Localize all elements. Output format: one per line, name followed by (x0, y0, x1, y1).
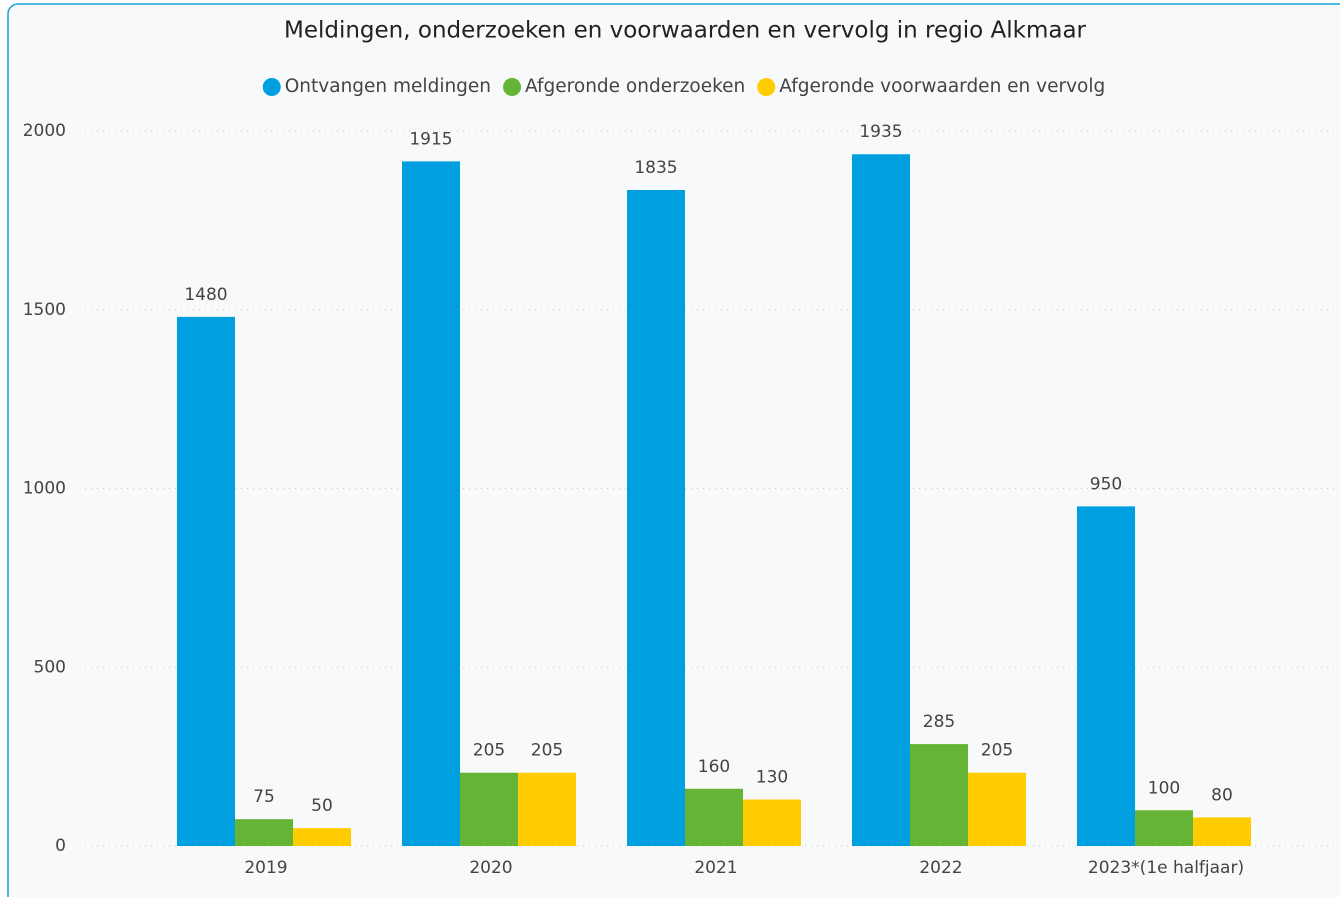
x-tick-label: 2021 (694, 858, 737, 878)
bar (177, 316, 235, 846)
bar (743, 799, 801, 846)
data-label: 950 (1090, 474, 1122, 494)
data-label: 160 (698, 757, 730, 777)
data-label: 50 (311, 796, 333, 816)
bar (460, 772, 518, 846)
data-label: 75 (253, 787, 275, 807)
legend-label: Afgeronde voorwaarden en vervolg (779, 76, 1105, 97)
data-label: 1480 (184, 285, 227, 305)
legend-swatch (757, 78, 776, 96)
data-label: 205 (531, 741, 563, 761)
bar (910, 744, 968, 846)
data-label: 1915 (409, 129, 452, 149)
data-label: 1835 (634, 158, 677, 178)
bar (685, 788, 743, 846)
bar (518, 772, 576, 846)
bar (968, 772, 1026, 846)
data-label: 285 (923, 712, 955, 732)
y-tick-label: 0 (55, 836, 66, 856)
bar (293, 828, 351, 846)
bar (627, 189, 685, 847)
bar (1193, 817, 1251, 846)
bar (852, 154, 910, 847)
y-tick-label: 2000 (23, 121, 66, 141)
data-label: 1935 (859, 122, 902, 142)
data-label: 130 (756, 768, 788, 788)
legend-label: Afgeronde onderzoeken (525, 76, 745, 97)
x-tick-label: 2020 (469, 858, 512, 878)
y-tick-label: 1000 (23, 479, 66, 499)
legend-swatch (503, 78, 522, 96)
chart-title: Meldingen, onderzoeken en voorwaarden en… (284, 18, 1087, 44)
data-label: 205 (473, 741, 505, 761)
x-tick-label: 2022 (919, 858, 962, 878)
legend: Ontvangen meldingen Afgeronde onderzoeken… (262, 76, 1105, 97)
x-tick-label: 2019 (244, 858, 287, 878)
bar (1135, 810, 1193, 846)
data-label: 80 (1211, 785, 1233, 805)
x-tick-label: 2023*(1e halfjaar) (1088, 858, 1244, 878)
data-label: 100 (1148, 778, 1180, 798)
y-tick-label: 500 (34, 657, 66, 677)
bar (235, 819, 293, 846)
data-label: 205 (981, 741, 1013, 761)
legend-label: Ontvangen meldingen (285, 76, 491, 97)
bar (1077, 506, 1135, 846)
y-tick-label: 1500 (23, 300, 66, 320)
bar (402, 161, 460, 846)
legend-swatch (262, 78, 281, 96)
